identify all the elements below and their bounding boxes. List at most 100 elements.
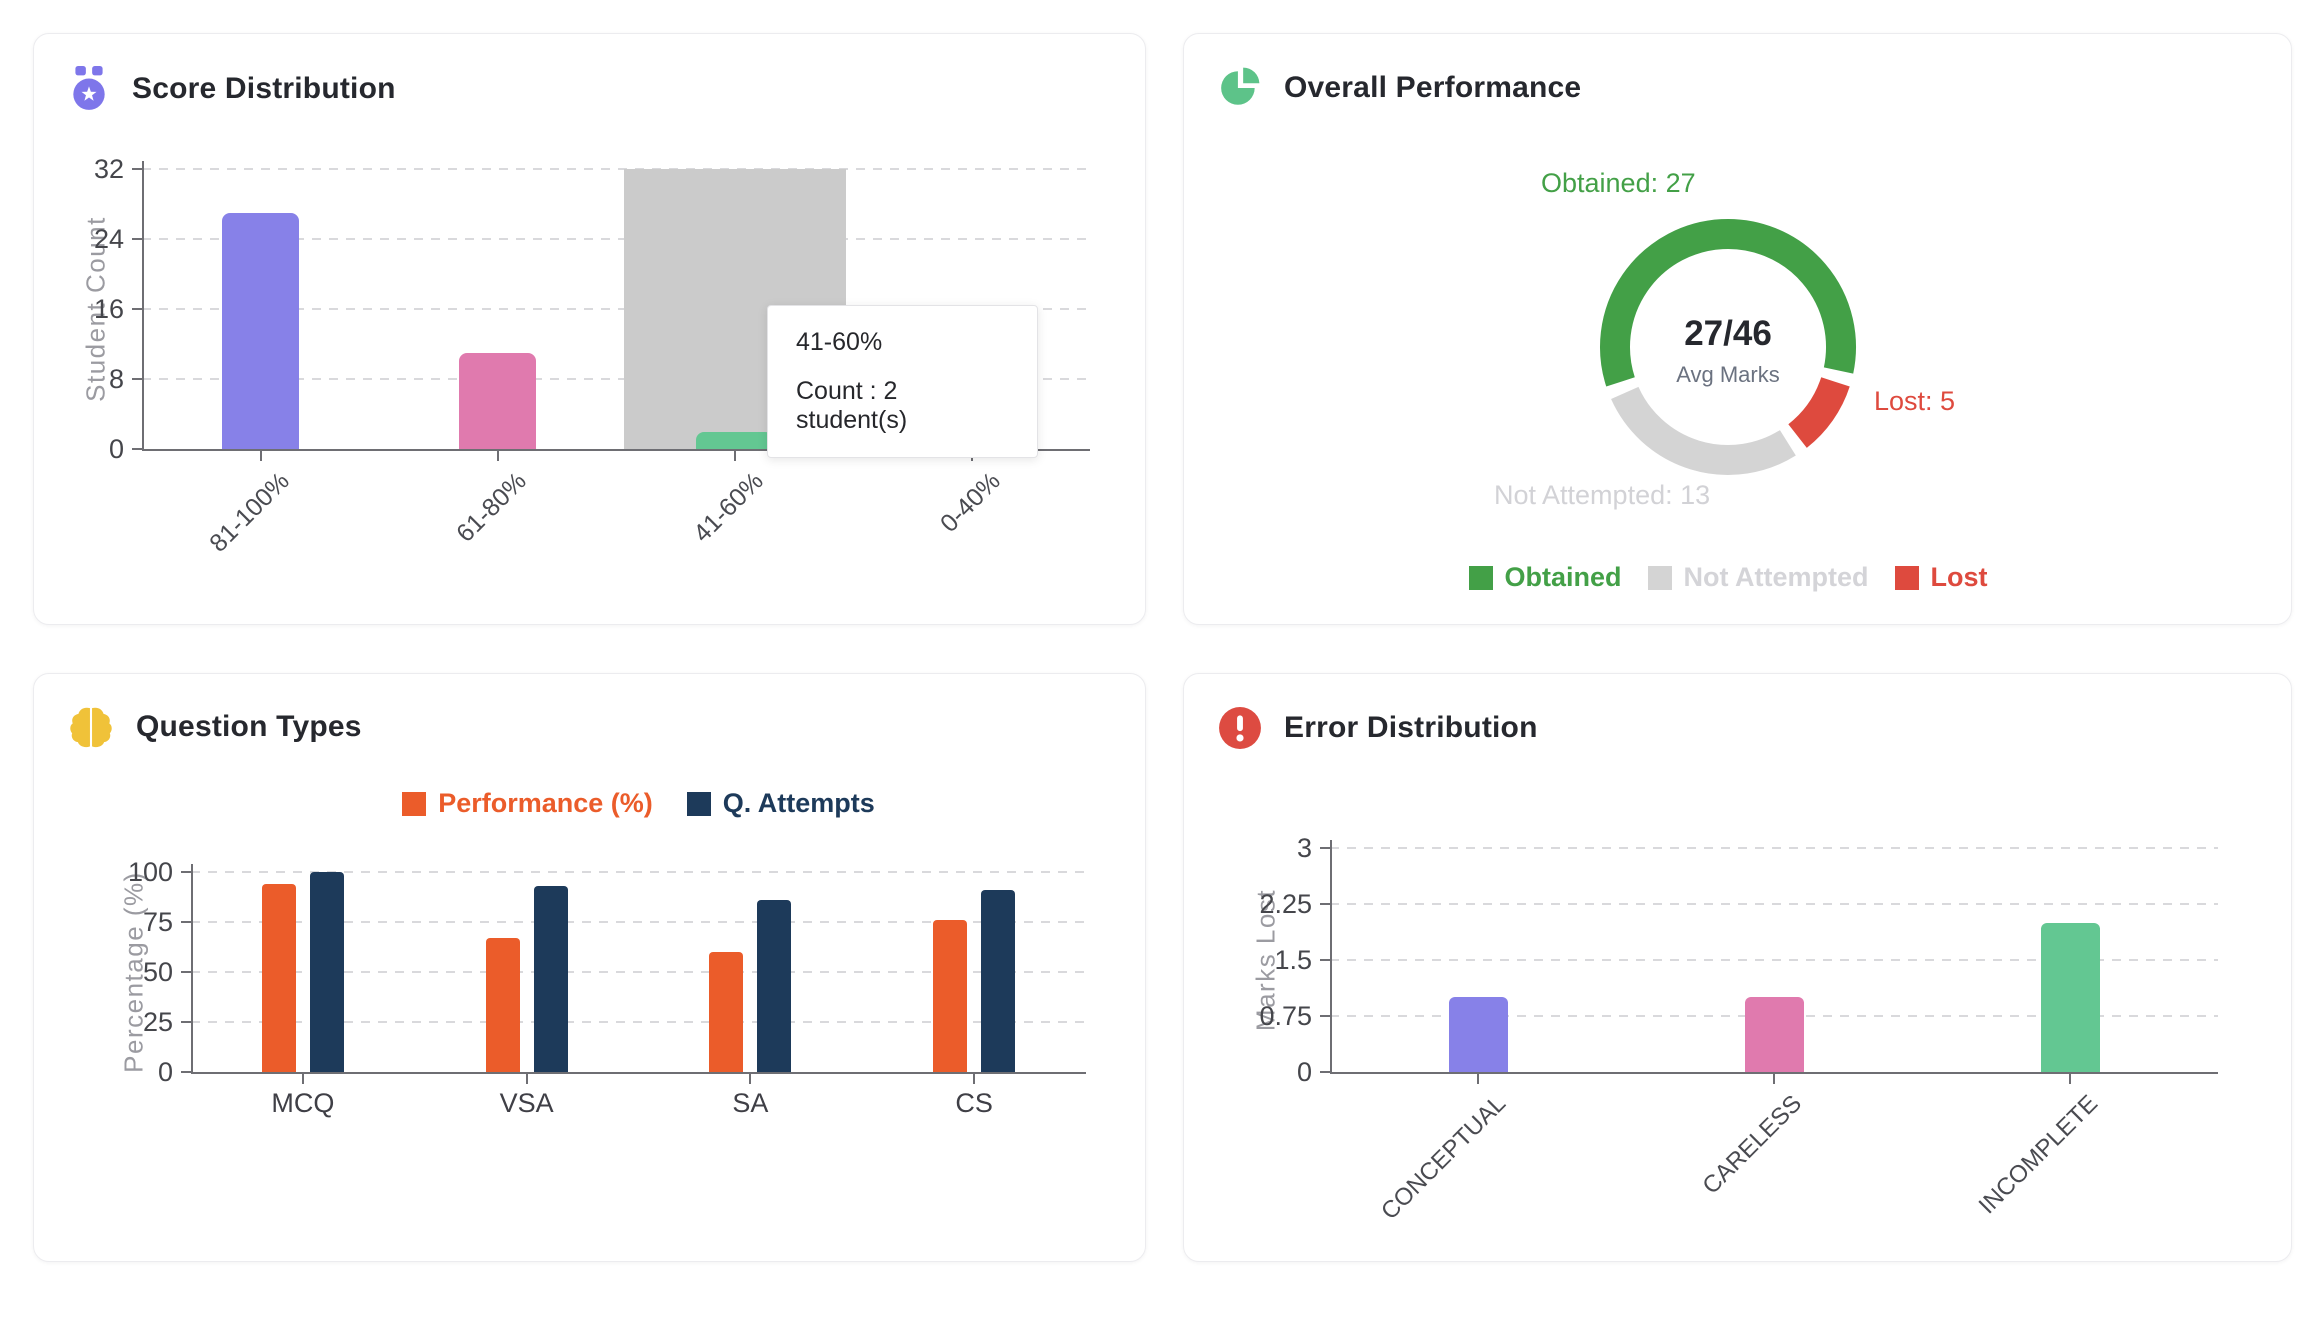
legend-item-not-attempted[interactable]: Not Attempted: [1647, 562, 1869, 593]
bar-6180[interactable]: [459, 352, 536, 449]
x-label-sa: SA: [732, 1088, 769, 1118]
bar-incomplete[interactable]: [2040, 922, 2100, 1072]
x-axis-tick: [496, 451, 499, 461]
y-axis-tick: [1320, 959, 1330, 961]
donut-legend: Obtained Not Attempted Lost: [1378, 562, 2078, 593]
y-axis-tick: [132, 448, 142, 450]
gridline: [142, 378, 1090, 380]
legend-label: Lost: [1930, 562, 1988, 592]
donut-center-text: 27/46 Avg Marks: [1608, 314, 1848, 388]
y-tick-label: 1.5: [1274, 945, 1312, 975]
donut-segment-obtained[interactable]: [1600, 219, 1856, 387]
error-distribution-card: Error Distribution Marks Lost 0 0.75 1.5 2.2…: [1183, 673, 2292, 1262]
y-tick-label: 50: [142, 957, 173, 987]
y-axis-tick: [181, 921, 191, 923]
legend-swatch: [1894, 565, 1919, 590]
x-label-040: 0-40%: [934, 467, 1006, 538]
bar-careless[interactable]: [1744, 997, 1804, 1072]
donut-callout-lost: Lost: 5: [1874, 386, 1956, 416]
page-title-error: Error Distribution: [1284, 711, 1538, 744]
legend-item-lost[interactable]: Lost: [1894, 562, 1988, 593]
bar-sa-performance[interactable]: [709, 952, 744, 1072]
gridline: [191, 971, 1086, 973]
y-axis-tick: [181, 1071, 191, 1073]
gridline: [1330, 847, 2218, 849]
bar-conceptual[interactable]: [1448, 997, 1508, 1072]
bar-sa-qattempts[interactable]: [757, 900, 792, 1072]
y-tick-label: 2.25: [1259, 889, 1312, 919]
x-label-cs: CS: [955, 1088, 993, 1118]
score-distribution-chart: Student Count 0 8 16 24 32 81-100% 61-80% 41-60%…: [34, 34, 1145, 624]
y-axis-tick: [1320, 903, 1330, 905]
x-axis-tick: [973, 1074, 976, 1084]
y-axis-tick: [181, 871, 191, 873]
legend-item-performance[interactable]: Performance (%): [402, 788, 653, 819]
x-axis-tick: [733, 451, 736, 461]
bar-4160[interactable]: [696, 431, 773, 449]
avg-marks-label: Avg Marks: [1676, 362, 1780, 387]
x-axis-tick: [259, 451, 262, 461]
pie-chart-icon: [1221, 67, 1260, 105]
legend-swatch: [402, 791, 427, 816]
y-axis-tick: [132, 308, 142, 310]
page-title-score: Score Distribution: [132, 72, 396, 105]
bar-cs-performance[interactable]: [933, 920, 968, 1072]
y-tick-label: 0: [157, 1057, 173, 1087]
y-tick-label: 100: [127, 857, 173, 887]
bar-mcq-performance[interactable]: [261, 884, 296, 1072]
y-tick-label: 0: [108, 434, 124, 464]
donut-segment-not-attempted[interactable]: [1611, 386, 1796, 475]
y-axis-tick: [132, 238, 142, 240]
x-label-incomplete: INCOMPLETE: [1973, 1090, 2104, 1220]
gridline: [191, 1021, 1086, 1023]
bar-vsa-qattempts[interactable]: [533, 886, 568, 1072]
gridline: [191, 871, 1086, 873]
y-axis-tick: [1320, 1015, 1330, 1017]
x-label-careless: CARELESS: [1697, 1090, 1808, 1200]
donut-callout-not-attempted: Not Attempted: 13: [1494, 480, 1711, 510]
legend-item-qattempts[interactable]: Q. Attempts: [686, 788, 875, 819]
bar-81100[interactable]: [222, 212, 299, 449]
legend-swatch: [1647, 565, 1672, 590]
legend-label: Q. Attempts: [722, 788, 875, 818]
y-axis-line: [191, 864, 193, 1074]
y-tick-label: 24: [93, 224, 124, 254]
x-axis-line: [142, 449, 1090, 451]
avg-marks-value: 27/46: [1684, 314, 1772, 353]
bar-vsa-performance[interactable]: [485, 938, 520, 1072]
gridline: [142, 238, 1090, 240]
x-axis-tick: [2069, 1074, 2071, 1084]
legend-label: Obtained: [1504, 562, 1622, 592]
y-tick-label: 75: [142, 907, 173, 937]
x-label-4160: 41-60%: [687, 467, 769, 548]
chart-legend: Performance (%) Q. Attempts: [191, 788, 1086, 819]
y-axis-line: [1330, 840, 1332, 1074]
y-axis-line: [142, 161, 144, 451]
brain-icon: [70, 707, 112, 748]
y-tick-label: 3: [1296, 833, 1312, 863]
bar-mcq-qattempts[interactable]: [309, 872, 344, 1072]
tooltip-title: 41-60%: [796, 328, 883, 356]
bar-cs-qattempts[interactable]: [981, 890, 1016, 1072]
legend-item-obtained[interactable]: Obtained: [1468, 562, 1622, 593]
x-axis-tick: [525, 1074, 528, 1084]
error-distribution-header: Error Distribution: [1218, 706, 1538, 750]
y-axis-tick: [1320, 1071, 1330, 1073]
legend-swatch: [1468, 565, 1493, 590]
x-axis-line: [1330, 1072, 2218, 1074]
x-axis-tick: [1477, 1074, 1479, 1084]
gridline: [191, 921, 1086, 923]
donut-callout-obtained: Obtained: 27: [1541, 168, 1696, 198]
overall-performance-chart: 27/46 Avg Marks Obtained: 27 Lost: 5 Not Att…: [1184, 34, 2291, 624]
x-label-81100: 81-100%: [203, 467, 295, 558]
alert-icon: [1219, 707, 1261, 749]
medal-icon: [73, 66, 105, 110]
y-axis-tick: [181, 971, 191, 973]
gridline: [142, 308, 1090, 310]
x-label-vsa: VSA: [499, 1088, 554, 1118]
legend-label: Performance (%): [438, 788, 653, 818]
question-types-chart: Percentage (%) 0 25 50 75 100 MCQ VSA SA CS Perfor…: [34, 674, 1145, 1261]
page-title-overall: Overall Performance: [1284, 71, 1582, 104]
donut-segment-lost[interactable]: [1787, 376, 1850, 448]
tooltip-body: Count : 2 student(s): [796, 377, 908, 434]
